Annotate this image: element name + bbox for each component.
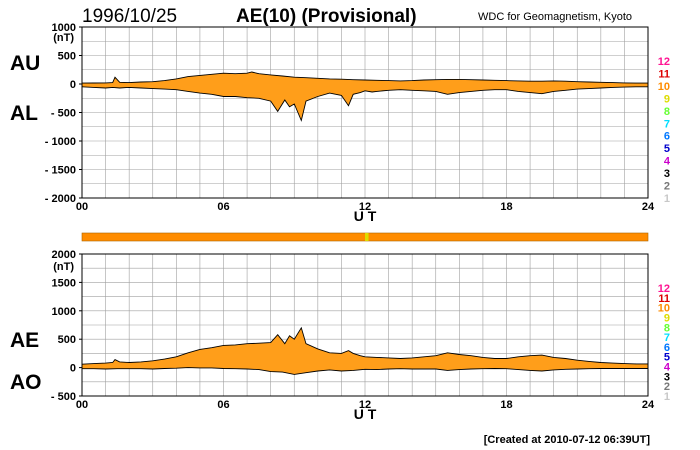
figure-title: AE(10) (Provisional) xyxy=(236,6,417,27)
x-tick-label: 00 xyxy=(76,201,88,213)
created-timestamp: [Created at 2010-07-12 06:39UT] xyxy=(484,434,651,446)
station-scale-label: 2 xyxy=(664,381,670,393)
y-tick-label: 1000 xyxy=(52,22,76,34)
station-scale-label: 7 xyxy=(664,332,670,344)
x-tick-label: 12 xyxy=(359,399,371,411)
station-scale-label: 4 xyxy=(664,156,671,168)
au-al-x-label: U T xyxy=(354,208,377,224)
ae-ao-x-tick-labels: 00 06 12 18 24 xyxy=(76,399,655,411)
x-tick-label: 06 xyxy=(217,399,229,411)
station-scale-label: 8 xyxy=(664,106,670,118)
x-tick-label: 12 xyxy=(359,201,371,213)
station-scale-label: 7 xyxy=(664,118,670,130)
x-tick-label: 06 xyxy=(217,201,229,213)
station-bar-segment xyxy=(365,233,369,241)
y-tick-label: - 500 xyxy=(51,391,76,403)
station-scale-label: 12 xyxy=(658,56,670,68)
au-al-x-tick-labels: 00 06 12 18 24 xyxy=(76,201,655,213)
station-scale-label: 2 xyxy=(664,181,670,193)
station-scale-label: 3 xyxy=(664,371,670,383)
x-tick-label: 00 xyxy=(76,399,88,411)
au-al-grid xyxy=(82,27,648,198)
station-scale-label: 1 xyxy=(664,193,670,205)
y-tick-label: - 2000 xyxy=(45,193,76,205)
series-line-ao xyxy=(82,367,648,375)
y-tick-label: 500 xyxy=(58,334,76,346)
y-tick-label: 2000 xyxy=(52,249,76,261)
station-scale-label: 9 xyxy=(664,93,670,105)
series-line-al xyxy=(81,86,648,122)
series-line-ae xyxy=(81,326,648,365)
y-tick-label: 0 xyxy=(70,363,76,375)
station-scale-label: 9 xyxy=(664,312,670,324)
y-tick-label: 0 xyxy=(70,79,76,91)
station-scale-label: 10 xyxy=(658,303,670,315)
station-scale-label: 10 xyxy=(658,81,670,93)
y-tick-label: - 1000 xyxy=(45,136,76,148)
station-count-bar xyxy=(81,232,649,242)
data-source: WDC for Geomagnetism, Kyoto xyxy=(478,11,632,23)
station-scale-label: 4 xyxy=(664,362,671,374)
station-scale-label: 12 xyxy=(658,283,670,295)
station-scale-label: 1 xyxy=(664,391,670,403)
ae-ao-y-unit: (nT) xyxy=(53,261,74,273)
station-scale-label: 6 xyxy=(664,131,670,143)
au-al-y-unit: (nT) xyxy=(53,32,74,44)
au-al-area xyxy=(82,72,648,121)
ae-series-label: AE xyxy=(10,329,39,352)
y-tick-label: 1500 xyxy=(52,277,76,289)
ae-ao-lines xyxy=(81,326,648,375)
station-scale-label: 11 xyxy=(658,293,670,305)
ae-ao-y-tick-labels: 2000 1500 1000 500 0 - 500 xyxy=(51,249,82,403)
al-series-label: AL xyxy=(10,102,38,125)
station-scale-label: 3 xyxy=(664,168,670,180)
au-al-lines xyxy=(81,71,648,122)
y-tick-label: 1000 xyxy=(52,306,76,318)
figure-date: 1996/10/25 xyxy=(82,6,177,27)
y-tick-label: - 1500 xyxy=(45,165,76,177)
x-tick-label: 18 xyxy=(500,399,512,411)
ae-ao-x-label: U T xyxy=(354,406,377,422)
x-tick-label: 24 xyxy=(642,201,655,213)
ae-ao-plot-frame xyxy=(81,253,649,397)
station-scale-label: 6 xyxy=(664,342,670,354)
station-scale-label: 8 xyxy=(664,322,670,334)
ae-ao-fill-area xyxy=(82,327,648,375)
ao-series-label: AO xyxy=(10,371,42,394)
ae-ao-grid xyxy=(82,254,648,396)
y-tick-label: 500 xyxy=(58,51,76,63)
au-series-label: AU xyxy=(10,52,40,75)
station-scale-label: 11 xyxy=(658,68,670,80)
y-tick-label: - 500 xyxy=(51,108,76,120)
au-al-y-tick-labels: 1000 500 0 - 500 - 1000 - 1500 - 2000 xyxy=(45,22,82,205)
ae-ao-area xyxy=(82,327,648,375)
station-scale-label: 5 xyxy=(664,143,670,155)
x-tick-label: 24 xyxy=(642,399,655,411)
au-al-fill-area xyxy=(82,72,648,121)
series-line-au xyxy=(81,71,648,84)
station-scale-label: 5 xyxy=(664,352,670,364)
x-tick-label: 18 xyxy=(500,201,512,213)
